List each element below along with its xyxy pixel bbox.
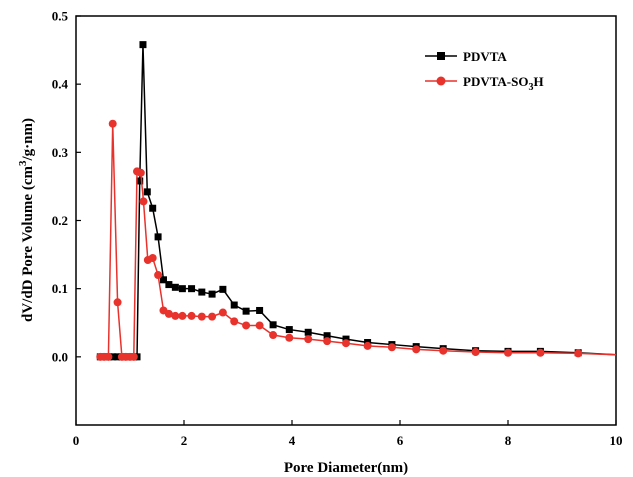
data-point xyxy=(154,233,162,241)
data-point xyxy=(108,119,117,128)
data-point xyxy=(242,307,250,315)
data-point xyxy=(387,343,396,352)
data-point xyxy=(242,321,251,330)
data-point xyxy=(412,345,421,354)
data-point xyxy=(171,311,180,320)
data-point xyxy=(285,326,293,334)
data-point xyxy=(139,41,147,49)
y-tick-label: 0.2 xyxy=(52,213,68,228)
data-point xyxy=(255,321,264,330)
data-point xyxy=(143,188,151,196)
series-line xyxy=(100,44,617,358)
data-point xyxy=(323,332,331,340)
data-point xyxy=(178,311,187,320)
y-tick-label: 0.4 xyxy=(52,77,69,92)
y-axis-ticks: 0.0 0.1 0.2 0.3 0.4 0.5 xyxy=(52,9,81,364)
data-point xyxy=(136,177,144,185)
data-point xyxy=(342,335,350,343)
data-point xyxy=(164,309,173,318)
x-tick-label: 4 xyxy=(289,433,296,448)
y-tick-label: 0.1 xyxy=(52,281,68,296)
data-point xyxy=(269,331,278,340)
data-point xyxy=(208,312,217,321)
data-point xyxy=(218,308,227,317)
x-tick-label: 8 xyxy=(505,433,512,448)
data-point xyxy=(136,168,145,177)
data-point xyxy=(208,290,216,298)
data-point xyxy=(178,285,186,293)
legend-marker-pdvta-so3h xyxy=(436,76,446,86)
data-point xyxy=(149,204,157,212)
data-point xyxy=(304,335,313,344)
data-point xyxy=(285,333,294,342)
data-point xyxy=(188,285,196,293)
data-point xyxy=(471,348,480,357)
data-point xyxy=(171,283,179,291)
data-point xyxy=(256,306,264,314)
x-tick-label: 2 xyxy=(181,433,188,448)
data-point xyxy=(342,339,350,348)
series-line xyxy=(100,123,617,358)
y-tick-label: 0.0 xyxy=(52,349,68,364)
data-point xyxy=(574,349,583,358)
data-point xyxy=(113,298,122,307)
series-layer xyxy=(96,41,617,361)
y-tick-label: 0.3 xyxy=(52,145,69,160)
data-point xyxy=(148,253,157,262)
data-point xyxy=(109,353,117,361)
data-point xyxy=(198,288,206,296)
data-point xyxy=(187,311,196,320)
data-point xyxy=(536,348,545,357)
data-point xyxy=(165,281,173,289)
data-point xyxy=(269,321,277,329)
data-point xyxy=(504,348,512,357)
legend-marker-pdvta xyxy=(437,52,445,60)
x-tick-label: 0 xyxy=(73,433,80,448)
data-point xyxy=(104,352,113,361)
x-axis-label: Pore Diameter(nm) xyxy=(284,460,408,476)
data-point xyxy=(230,317,239,326)
data-point xyxy=(159,276,167,284)
x-axis-ticks: 0 2 4 6 8 10 xyxy=(73,420,623,448)
x-tick-label: 6 xyxy=(397,433,404,448)
data-point xyxy=(219,285,227,293)
legend: PDVTA PDVTA-SO3H xyxy=(425,49,544,93)
y-axis-label: dV/dD Pore Volume (cm3/g·nm) xyxy=(17,118,36,322)
data-point xyxy=(139,197,148,206)
data-point xyxy=(363,341,372,350)
x-tick-label: 10 xyxy=(610,433,623,448)
series-pdvta-so3h xyxy=(96,119,617,361)
data-point xyxy=(114,353,122,361)
data-point xyxy=(197,312,206,321)
data-point xyxy=(154,271,163,280)
data-point xyxy=(230,301,238,309)
y-tick-label: 0.5 xyxy=(52,9,69,24)
data-point xyxy=(439,346,448,355)
data-point xyxy=(323,337,332,346)
data-point xyxy=(304,328,312,336)
legend-label-pdvta: PDVTA xyxy=(463,49,507,64)
data-point xyxy=(129,352,138,361)
legend-label-pdvta-so3h: PDVTA-SO3H xyxy=(463,74,544,93)
